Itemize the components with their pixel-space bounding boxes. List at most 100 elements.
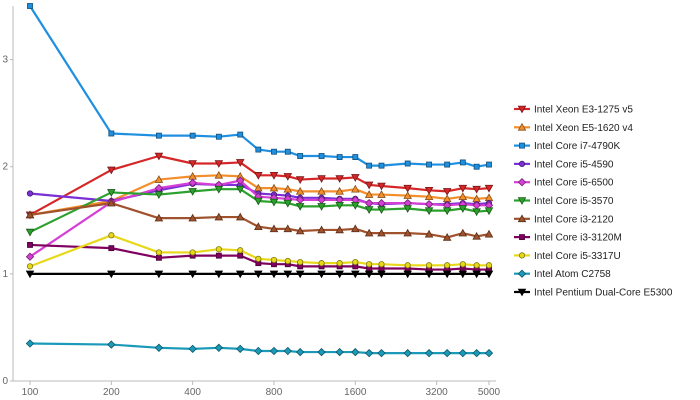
data-point <box>472 185 481 194</box>
x-tick-label: 400 <box>184 387 201 398</box>
data-point <box>283 346 292 356</box>
legend-item: Intel Core i7-4790K <box>514 141 620 152</box>
data-point <box>154 213 164 222</box>
data-point <box>25 270 35 279</box>
data-point <box>270 256 278 264</box>
y-tick-label: 2 <box>2 162 8 173</box>
data-point <box>214 270 224 279</box>
legend-item: Intel Core i3-3120M <box>514 233 622 244</box>
data-point <box>484 229 494 238</box>
data-point <box>155 254 162 261</box>
data-point <box>25 252 35 261</box>
data-point <box>473 163 480 170</box>
data-point <box>236 176 245 185</box>
data-point <box>215 252 222 259</box>
data-point <box>188 188 197 196</box>
data-point <box>269 346 279 356</box>
data-point <box>297 153 304 159</box>
data-point <box>458 270 468 279</box>
data-point <box>377 348 386 358</box>
data-point <box>426 161 432 168</box>
legend-item: Intel Pentium Dual-Core E5300 <box>514 288 673 299</box>
data-point <box>215 246 222 253</box>
data-point <box>444 262 451 269</box>
legend-label: Intel Xeon E3-1275 v5 <box>534 105 633 116</box>
data-point <box>442 207 452 216</box>
data-point <box>188 213 197 222</box>
y-tick-label: 0 <box>2 376 8 387</box>
legend-item: Intel Core i5-3570 <box>514 196 614 207</box>
series-9 <box>25 339 494 358</box>
data-point <box>295 347 305 357</box>
data-point <box>154 270 164 279</box>
data-point <box>214 170 224 179</box>
legend-marker <box>517 178 527 187</box>
legend-label: Intel Core i3-2120 <box>534 214 614 225</box>
data-point <box>27 242 33 248</box>
data-point <box>155 132 162 139</box>
data-point <box>458 348 467 358</box>
data-point <box>255 255 262 262</box>
data-point <box>472 208 481 217</box>
series-line <box>29 202 490 239</box>
data-point <box>424 229 434 238</box>
data-point <box>378 261 385 268</box>
data-point <box>215 133 222 140</box>
data-point <box>295 226 305 235</box>
data-point <box>424 270 434 279</box>
data-point <box>235 159 245 167</box>
legend-marker <box>518 160 526 167</box>
data-point <box>351 347 360 357</box>
data-point <box>351 224 360 233</box>
x-tick-label: 5000 <box>478 387 501 398</box>
data-point <box>283 270 293 279</box>
data-point <box>237 252 244 259</box>
legend-label: Intel Core i5-4590 <box>534 159 614 170</box>
data-point <box>295 186 305 195</box>
legend-label: Intel Core i7-4790K <box>534 141 620 152</box>
data-point <box>364 181 374 190</box>
data-point <box>295 270 305 279</box>
data-point <box>364 348 374 358</box>
legend-item: Intel Xeon E3-1275 v5 <box>514 105 633 116</box>
legend-label: Intel Xeon E5-1620 v4 <box>534 123 633 134</box>
data-point <box>377 206 386 214</box>
legend-marker <box>517 197 527 205</box>
data-point <box>403 184 412 193</box>
legend-marker <box>517 288 527 297</box>
data-point <box>154 191 164 199</box>
data-point <box>335 270 344 279</box>
data-point <box>254 270 263 279</box>
legend-label: Intel Atom C2758 <box>534 269 611 280</box>
data-point <box>459 261 466 268</box>
data-point <box>295 203 305 211</box>
data-point <box>366 261 373 268</box>
data-point <box>364 228 374 237</box>
data-point <box>237 131 244 138</box>
data-point <box>189 132 196 139</box>
data-point <box>351 202 360 210</box>
x-tick-label: 800 <box>266 387 283 398</box>
data-point <box>255 146 262 153</box>
data-point <box>295 176 305 184</box>
data-point <box>317 186 326 195</box>
data-point <box>236 344 245 354</box>
data-point <box>404 262 411 269</box>
data-point <box>364 270 374 279</box>
data-point <box>107 340 116 349</box>
data-point <box>154 175 164 183</box>
data-point <box>154 152 164 161</box>
data-point <box>403 228 412 237</box>
data-point <box>485 262 493 269</box>
data-point <box>366 162 373 169</box>
data-point <box>269 183 279 192</box>
data-point <box>318 260 325 267</box>
data-point <box>297 258 304 266</box>
series-8 <box>26 232 493 270</box>
y-tick-label: 3 <box>2 55 8 66</box>
legend-label: Intel Core i5-6500 <box>534 178 614 189</box>
data-point <box>473 262 480 269</box>
data-point <box>214 160 224 168</box>
